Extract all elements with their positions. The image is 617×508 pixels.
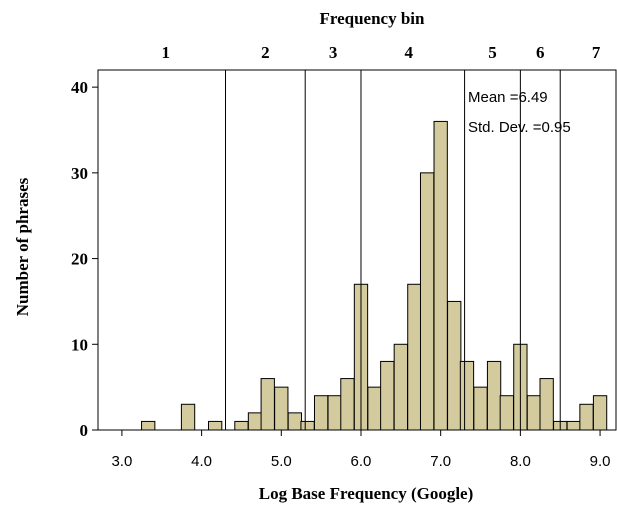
mean-annotation: Mean =6.49 <box>468 89 548 106</box>
bin-label: 2 <box>261 43 270 62</box>
y-tick-label: 0 <box>80 421 89 440</box>
histogram-bar <box>327 395 342 431</box>
plot-frame <box>97 69 617 431</box>
bin-label: 3 <box>329 43 338 62</box>
histogram-bar <box>499 395 514 431</box>
histogram-bar <box>447 300 462 431</box>
histogram-bar <box>419 172 435 431</box>
histogram-bar <box>141 420 156 431</box>
histogram-bar <box>180 403 196 431</box>
histogram-bar <box>287 412 302 431</box>
bar-group <box>141 120 608 431</box>
histogram-bar <box>234 420 249 431</box>
histogram-bar <box>407 283 422 431</box>
histogram-bar <box>207 420 223 431</box>
x-tick-label: 3.0 <box>111 453 132 470</box>
histogram-bar <box>592 395 608 431</box>
histogram-bar <box>260 378 275 431</box>
y-tick-label: 40 <box>71 78 88 97</box>
bin-label: 7 <box>592 43 601 62</box>
histogram-bar <box>247 412 263 431</box>
x-tick-label: 7.0 <box>430 453 451 470</box>
histogram-bar <box>380 360 395 431</box>
x-tick-label: 9.0 <box>590 453 611 470</box>
x-tick-label: 6.0 <box>351 453 372 470</box>
histogram-bar <box>367 386 382 431</box>
y-axis: 0 10 20 30 40 <box>71 78 98 440</box>
histogram-bar <box>566 420 581 431</box>
x-tick-label: 4.0 <box>191 453 212 470</box>
histogram-bar <box>274 386 289 431</box>
bin-boundary-group <box>225 70 561 430</box>
bin-label: 5 <box>488 43 497 62</box>
y-tick-label: 20 <box>71 250 88 269</box>
x-axis-label: Log Base Frequency (Google) <box>259 484 474 503</box>
y-axis-label: Number of phrases <box>13 177 32 316</box>
x-axis: 3.0 4.0 5.0 6.0 7.0 8.0 9.0 <box>111 430 610 470</box>
histogram-bar <box>459 360 475 431</box>
histogram-bar <box>393 343 408 431</box>
bin-label: 6 <box>536 43 545 62</box>
histogram-bar <box>579 403 594 431</box>
x-tick-label: 5.0 <box>271 453 292 470</box>
std-dev-annotation: Std. Dev. =0.95 <box>468 119 571 136</box>
y-tick-label: 10 <box>71 335 88 354</box>
histogram-bar <box>526 395 542 431</box>
x-tick-label: 8.0 <box>510 453 531 470</box>
chart-title: Frequency bin <box>319 9 425 28</box>
histogram-bar <box>473 386 488 431</box>
bin-label: 4 <box>405 43 414 62</box>
histogram-bar <box>300 420 315 431</box>
y-tick-label: 30 <box>71 164 88 183</box>
histogram-bar <box>486 360 502 431</box>
histogram-bar <box>313 395 329 431</box>
bin-label-group: 1 2 3 4 5 6 7 <box>161 43 600 62</box>
bin-label: 1 <box>161 43 170 62</box>
histogram-bar <box>433 120 448 431</box>
histogram-bar <box>539 378 554 431</box>
histogram-bar <box>340 378 355 431</box>
